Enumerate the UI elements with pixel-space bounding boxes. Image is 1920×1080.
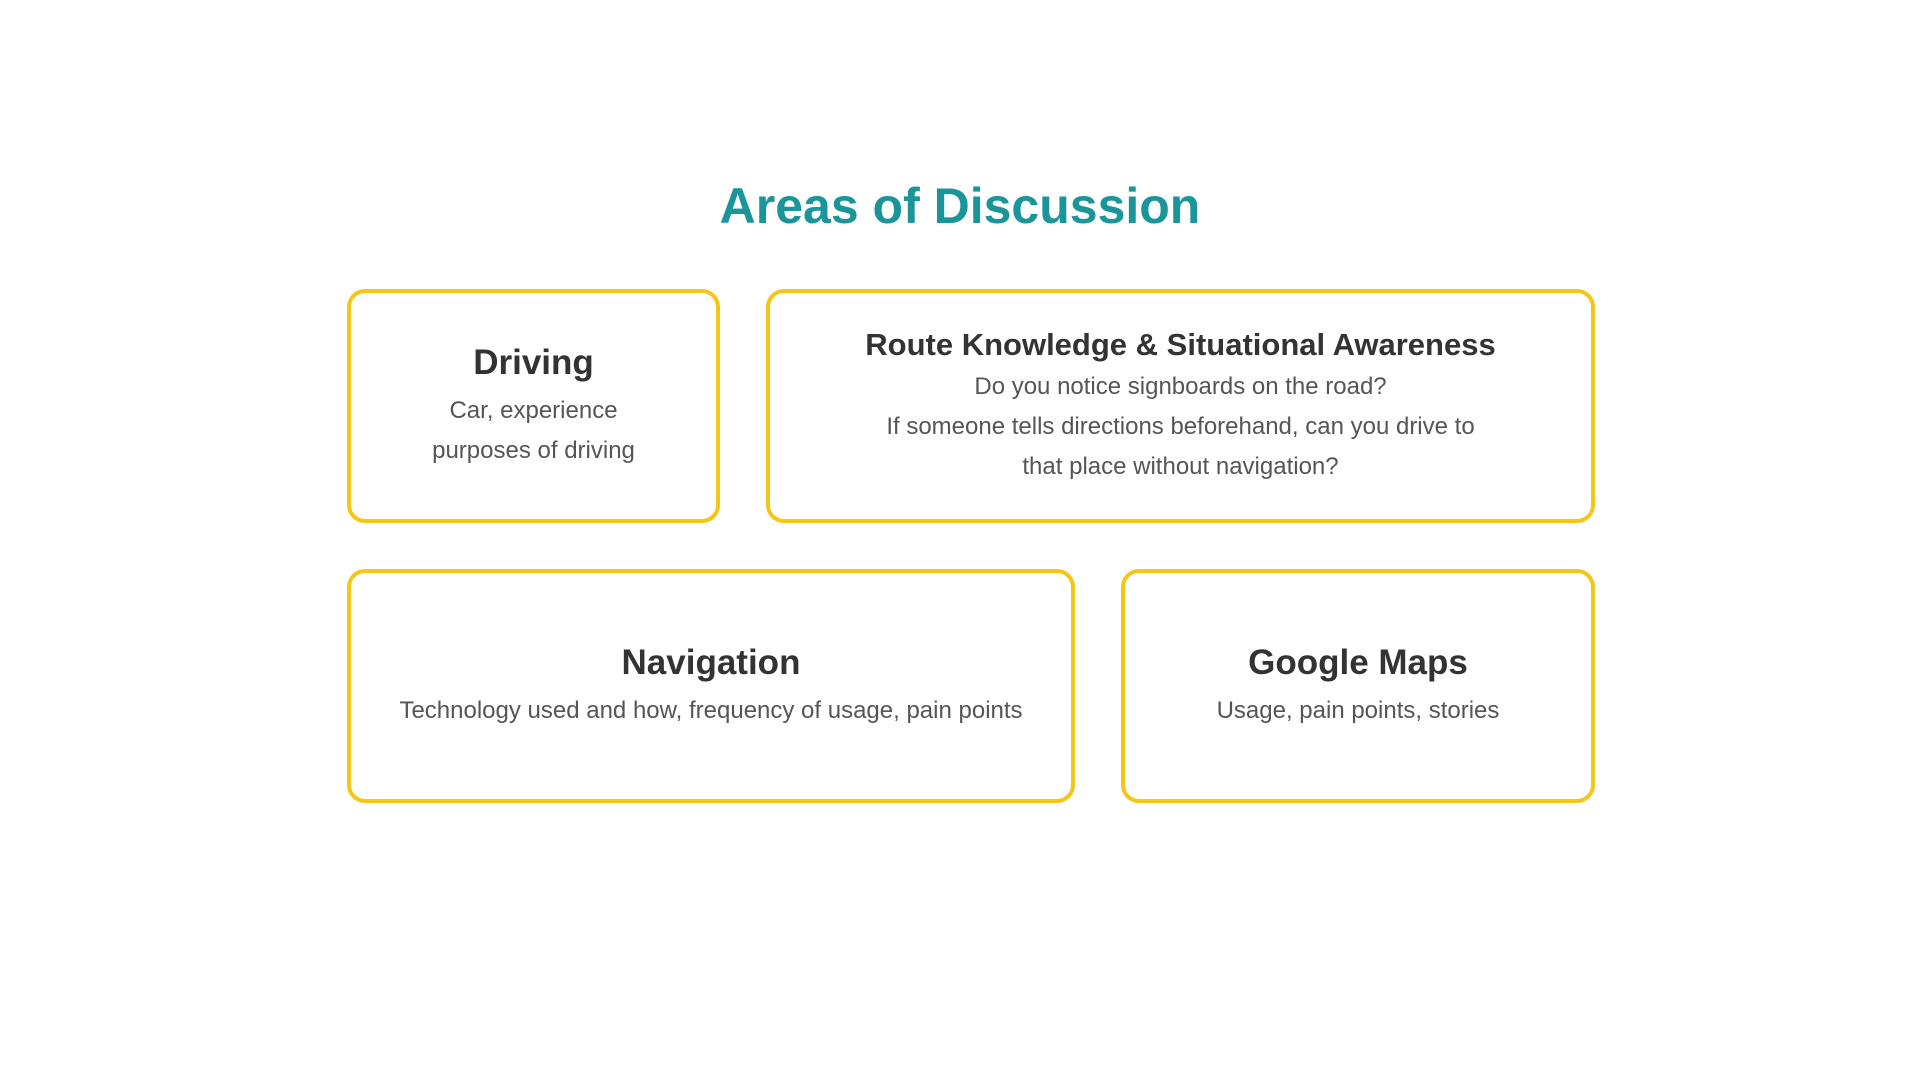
card-body: Do you notice signboards on the road? If… xyxy=(886,367,1474,487)
card-route-knowledge: Route Knowledge & Situational Awareness … xyxy=(766,289,1595,523)
card-google-maps: Google Maps Usage, pain points, stories xyxy=(1121,569,1595,803)
card-body-line: purposes of driving xyxy=(432,437,635,464)
card-navigation: Navigation Technology used and how, freq… xyxy=(347,569,1075,803)
slide-title: Areas of Discussion xyxy=(719,178,1201,234)
card-heading: Google Maps xyxy=(1248,643,1468,682)
card-body: Car, experience purposes of driving xyxy=(432,391,635,471)
card-heading: Navigation xyxy=(621,643,801,682)
card-body-line: Do you notice signboards on the road? xyxy=(974,373,1387,400)
card-heading: Route Knowledge & Situational Awareness xyxy=(865,327,1496,362)
card-body-line: Technology used and how, frequency of us… xyxy=(399,697,1023,724)
card-body: Technology used and how, frequency of us… xyxy=(399,691,1022,731)
card-body-line: Car, experience xyxy=(449,397,618,424)
card-body-line: Usage, pain points, stories xyxy=(1216,697,1500,724)
card-driving: Driving Car, experience purposes of driv… xyxy=(347,289,720,523)
card-body-line: If someone tells directions beforehand, … xyxy=(886,413,1475,440)
card-body: Usage, pain points, stories xyxy=(1217,691,1500,731)
card-body-line: that place without navigation? xyxy=(1022,453,1339,480)
card-heading: Driving xyxy=(473,343,594,382)
